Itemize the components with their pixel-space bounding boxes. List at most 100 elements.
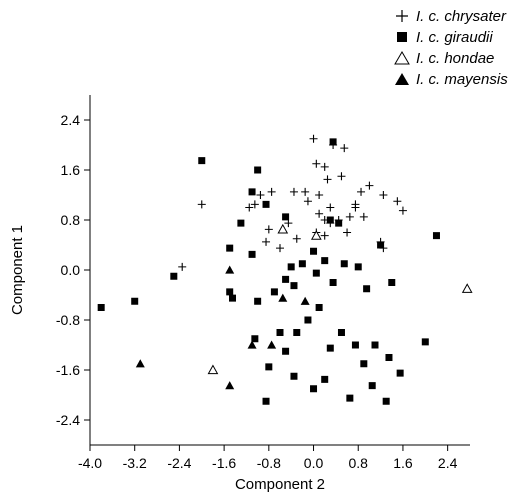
data-point <box>237 219 245 227</box>
x-tick-label: -3.2 <box>123 455 147 471</box>
data-point <box>326 216 334 224</box>
data-point <box>461 283 473 293</box>
data-point <box>247 340 257 349</box>
data-point <box>346 394 354 402</box>
data-point <box>276 329 284 336</box>
data-point <box>290 372 298 380</box>
data-point <box>320 162 329 171</box>
data-point <box>345 212 354 221</box>
data-point <box>262 397 270 405</box>
data-point <box>393 197 402 206</box>
data-points <box>97 134 473 405</box>
data-point <box>276 244 284 253</box>
data-point <box>282 213 290 221</box>
data-point <box>254 297 262 305</box>
data-point <box>323 175 332 184</box>
axes <box>89 95 470 446</box>
data-point <box>293 329 301 336</box>
data-point <box>135 359 145 368</box>
data-point <box>256 191 265 199</box>
data-point <box>310 385 318 393</box>
data-point <box>368 382 376 390</box>
legend-marker <box>396 10 408 22</box>
data-point <box>287 263 295 271</box>
data-point <box>312 159 321 168</box>
x-ticks: -4.0 -3.2 -2.4 -1.6 -0.8 0.0 0.8 1.6 2.4 <box>78 445 458 471</box>
x-tick-label: -0.8 <box>257 455 281 471</box>
data-point <box>282 347 290 355</box>
x-tick-label: -4.0 <box>78 455 102 471</box>
data-point <box>388 279 396 286</box>
data-point <box>371 341 379 349</box>
data-point <box>321 257 329 265</box>
data-point <box>315 191 324 199</box>
data-point <box>178 262 187 271</box>
data-point <box>320 231 329 240</box>
y-tick-label: 1.6 <box>61 162 81 178</box>
data-point <box>340 260 348 268</box>
data-point <box>226 288 234 296</box>
data-point <box>382 397 390 405</box>
x-tick-label: 1.6 <box>393 455 413 471</box>
data-point <box>251 335 259 343</box>
x-tick-label: 0.0 <box>304 455 324 471</box>
data-point <box>131 297 139 305</box>
legend-label: I. c. giraudii <box>416 29 493 46</box>
data-point <box>329 138 337 146</box>
data-point <box>340 144 349 153</box>
data-point <box>363 285 371 293</box>
data-point <box>309 134 318 143</box>
data-point <box>262 200 270 208</box>
legend-label: I. c. hondae <box>416 50 494 67</box>
data-point <box>290 282 298 290</box>
data-point <box>225 265 235 274</box>
data-point <box>343 228 352 237</box>
data-point <box>303 197 312 206</box>
data-point <box>315 209 324 218</box>
data-point <box>365 181 374 190</box>
data-point <box>298 260 306 268</box>
y-tick-label: 0.8 <box>61 212 81 228</box>
data-point <box>97 304 105 311</box>
data-point <box>326 344 334 352</box>
data-point <box>197 200 206 209</box>
y-tick-label: 0.0 <box>61 262 81 278</box>
data-point <box>321 375 329 383</box>
x-tick-label: 0.8 <box>349 455 369 471</box>
data-point <box>198 157 206 165</box>
data-point <box>278 293 288 302</box>
data-point <box>289 187 298 196</box>
data-point <box>248 188 256 196</box>
data-point <box>432 232 440 240</box>
data-point <box>379 191 388 199</box>
data-point <box>385 354 393 361</box>
data-point <box>264 225 273 234</box>
data-point <box>245 203 254 212</box>
data-point <box>282 275 290 283</box>
data-point <box>315 304 323 311</box>
data-point <box>351 341 359 349</box>
data-point <box>254 166 262 174</box>
y-axis-label: Component 1 <box>9 225 26 315</box>
data-point <box>226 244 234 252</box>
data-point <box>270 288 278 296</box>
data-point <box>262 237 271 246</box>
data-point <box>225 381 235 390</box>
data-point <box>377 241 385 249</box>
data-point <box>277 223 289 234</box>
data-point <box>248 250 256 258</box>
data-point <box>267 340 277 349</box>
data-point <box>326 203 335 212</box>
data-point <box>301 187 310 196</box>
data-point <box>300 296 310 305</box>
data-point <box>310 230 322 240</box>
legend-marker <box>395 73 409 85</box>
data-point <box>421 338 429 346</box>
data-point <box>357 187 366 196</box>
data-point <box>396 369 404 377</box>
data-point <box>229 294 236 302</box>
x-tick-label: 2.4 <box>438 455 458 471</box>
data-point <box>207 364 219 375</box>
y-tick-label: -2.4 <box>56 412 80 428</box>
